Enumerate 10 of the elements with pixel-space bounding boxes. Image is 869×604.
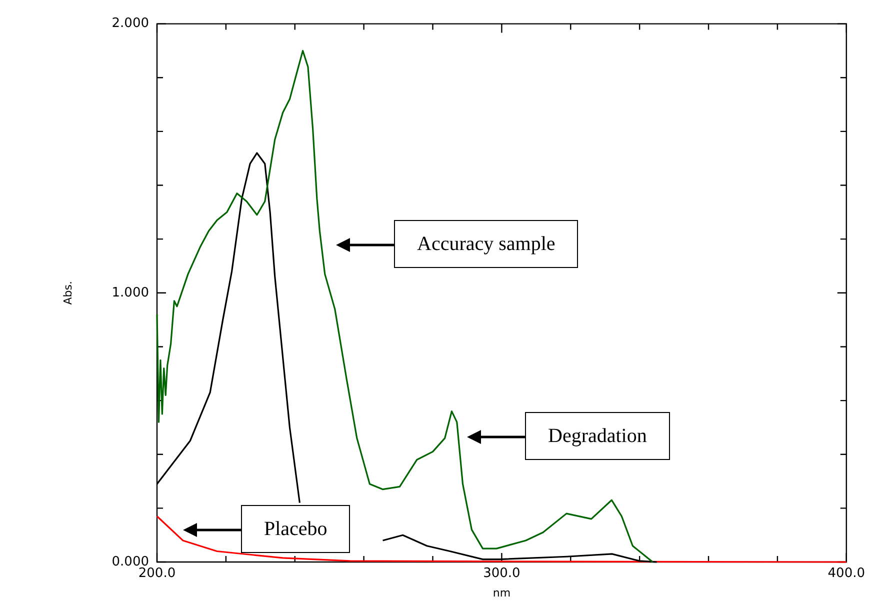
x-axis-title: nm	[492, 586, 511, 600]
x-tick-label: 300.0	[483, 566, 520, 582]
annotation: Accuracy sample	[394, 220, 578, 268]
y-axis-title: Abs.	[61, 281, 74, 305]
y-tick-label: 2.000	[112, 16, 149, 32]
y-tick-label: 1.000	[112, 285, 149, 300]
annotation: Degradation	[525, 412, 670, 460]
annotation: Placebo	[241, 505, 350, 553]
x-tick-label: 200.0	[138, 566, 176, 582]
x-tick-label: 400.0	[828, 566, 865, 582]
